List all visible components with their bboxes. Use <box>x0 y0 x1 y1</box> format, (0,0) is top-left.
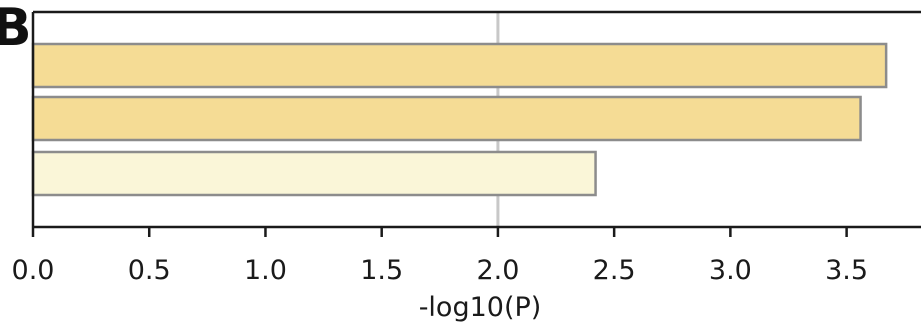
bar-3 <box>31 150 597 197</box>
bar-1 <box>31 42 888 89</box>
x-tick-label: 3.0 <box>709 255 752 286</box>
x-axis-title: -log10(P) <box>419 292 542 323</box>
bar-2 <box>31 95 862 142</box>
bars-group <box>31 42 888 197</box>
axes-group <box>31 10 921 229</box>
panel-letter: B <box>0 0 32 58</box>
x-tick-label: 3.5 <box>825 255 868 286</box>
x-ticks-group: 0.0 0.5 1.0 1.5 2.0 2.5 3.0 3.5 <box>12 227 868 286</box>
x-tick-label: 1.0 <box>244 255 287 286</box>
x-tick-label: 2.0 <box>476 255 519 286</box>
x-tick-label: 1.5 <box>360 255 403 286</box>
x-tick-label: 0.5 <box>128 255 171 286</box>
x-tick-label: 0.0 <box>12 255 55 286</box>
x-tick-label: 2.5 <box>593 255 636 286</box>
